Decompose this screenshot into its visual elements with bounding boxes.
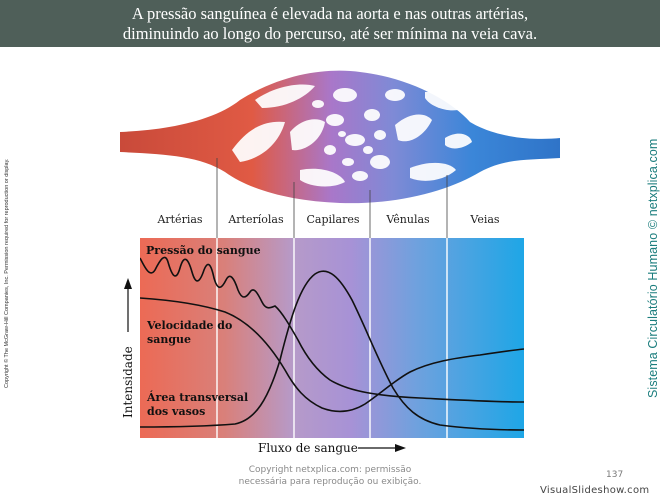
section-label-capilares: Capilares (306, 213, 359, 226)
footer-copyright: Copyright netxplica.com: permissão neces… (220, 464, 440, 488)
label-velocity-2: sangue (147, 333, 191, 346)
y-axis-arrowhead (124, 278, 132, 289)
slide-number: 137 (606, 470, 624, 480)
side-label-netxplica: Sistema Circulatório Humano © netxplica.… (646, 138, 660, 398)
section-leaders (216, 158, 448, 238)
label-pressure: Pressão do sangue (146, 244, 261, 257)
vessel-network-illustration (120, 70, 560, 204)
y-axis-label: Intensidade (121, 346, 135, 418)
label-area-1: Área transversal (146, 390, 248, 404)
title-line-2: diminuindo ao longo do percurso, até ser… (122, 24, 538, 43)
section-label-venulas: Vênulas (385, 213, 430, 226)
section-label-arterias: Artérias (156, 213, 202, 226)
area-curve (140, 270, 524, 431)
velocity-curve (140, 297, 524, 413)
watermark: VisualSlideshow.com (540, 485, 650, 496)
section-label-arteriolas: Arteríolas (227, 213, 284, 226)
curves (140, 256, 524, 431)
footer-line-2: necessária para reprodução ou exibição. (238, 477, 422, 487)
vessel-gaps (232, 84, 472, 187)
title-line-1: A pressão sanguínea é elevada na aorta e… (131, 4, 529, 23)
section-label-veias: Veias (469, 213, 500, 226)
label-area-2: dos vasos (147, 405, 205, 418)
label-velocity-1: Velocidade do (146, 319, 232, 332)
footer-line-1: Copyright netxplica.com: permissão (248, 465, 412, 475)
pressure-curve (140, 256, 524, 403)
x-axis-arrowhead (395, 444, 406, 452)
x-axis-label: Fluxo de sangue (258, 441, 358, 455)
title-bar: A pressão sanguínea é elevada na aorta e… (0, 0, 660, 47)
